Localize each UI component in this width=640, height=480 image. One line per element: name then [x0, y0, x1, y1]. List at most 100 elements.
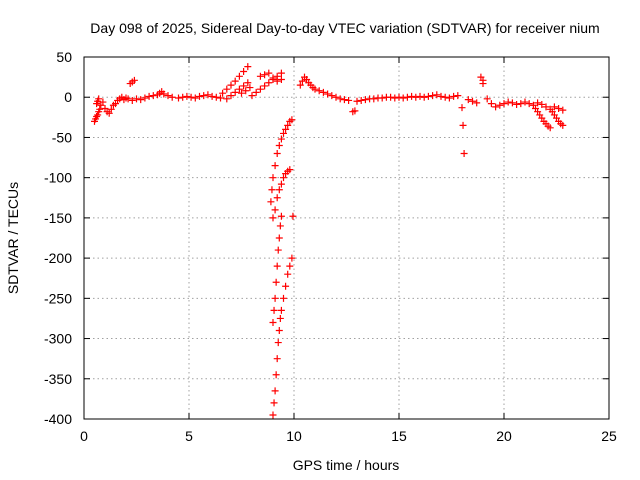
- data-point: [353, 97, 361, 105]
- data-point: [271, 294, 279, 302]
- data-point: [277, 135, 285, 143]
- data-point: [95, 95, 103, 103]
- data-point: [328, 92, 336, 100]
- data-point: [479, 80, 487, 88]
- x-tick-label: 20: [496, 428, 512, 444]
- data-point: [459, 121, 467, 129]
- data-point: [187, 93, 195, 101]
- y-tick-label: 50: [56, 49, 72, 65]
- data-point: [416, 92, 424, 100]
- data-point: [223, 85, 231, 93]
- data-point: [391, 94, 399, 102]
- data-point: [105, 109, 113, 117]
- data-point: [513, 100, 521, 108]
- data-point: [208, 92, 216, 100]
- data-point: [450, 92, 458, 100]
- data-point: [351, 107, 359, 115]
- data-point: [212, 93, 220, 101]
- data-point: [133, 95, 140, 103]
- data-point: [204, 91, 212, 99]
- data-point: [128, 96, 136, 104]
- data-point: [267, 198, 275, 206]
- data-point: [248, 92, 256, 100]
- data-point: [332, 93, 340, 101]
- data-point: [273, 150, 281, 158]
- data-point: [319, 88, 327, 96]
- data-point: [227, 92, 235, 100]
- y-tick-label: -100: [44, 170, 72, 186]
- y-axis-label: SDTVAR / TECUs: [5, 182, 21, 294]
- data-point: [137, 96, 145, 104]
- data-point: [196, 92, 203, 100]
- data-point: [238, 89, 245, 97]
- data-point: [280, 174, 287, 182]
- y-tick-label: -150: [44, 210, 72, 226]
- data-point: [433, 91, 441, 99]
- data-point: [399, 94, 407, 102]
- data-point: [429, 92, 437, 100]
- data-point: [286, 166, 294, 174]
- data-point: [244, 63, 252, 71]
- x-tick-label: 10: [286, 428, 302, 444]
- y-tick-label: -50: [52, 129, 72, 145]
- data-point: [437, 92, 445, 100]
- y-tick-label: -400: [44, 411, 72, 427]
- data-point: [252, 88, 260, 96]
- data-point: [270, 399, 278, 407]
- data-point: [469, 97, 476, 105]
- data-point: [275, 141, 283, 149]
- data-point: [265, 79, 273, 87]
- data-point: [420, 93, 428, 101]
- data-point: [288, 254, 296, 262]
- data-point: [555, 104, 563, 112]
- data-point: [324, 90, 332, 98]
- data-point: [286, 262, 294, 270]
- data-point: [550, 103, 558, 111]
- data-point: [179, 93, 187, 101]
- data-point: [274, 339, 282, 347]
- data-point: [246, 84, 254, 92]
- data-point: [280, 129, 287, 137]
- y-tick-label: 0: [64, 89, 72, 105]
- data-point: [370, 95, 378, 103]
- data-point: [93, 113, 101, 121]
- data-point: [282, 282, 290, 290]
- data-point: [231, 77, 239, 85]
- data-point: [361, 96, 369, 104]
- data-point: [284, 270, 292, 278]
- data-point: [268, 186, 276, 194]
- data-point: [483, 95, 491, 103]
- data-point: [272, 371, 280, 379]
- data-point: [107, 105, 115, 113]
- data-point: [559, 121, 567, 129]
- data-point: [311, 85, 319, 93]
- y-tick-label: -350: [44, 371, 72, 387]
- data-point: [282, 125, 290, 133]
- data-point: [546, 124, 554, 132]
- data-point: [277, 180, 285, 188]
- data-point: [145, 92, 153, 100]
- data-point: [276, 314, 284, 322]
- data-point: [231, 88, 239, 96]
- data-point: [256, 85, 264, 93]
- data-point: [272, 278, 280, 286]
- data-point: [273, 194, 281, 202]
- data-point: [261, 82, 269, 90]
- x-tick-label: 0: [80, 428, 88, 444]
- data-point: [183, 92, 191, 100]
- data-point: [508, 99, 516, 107]
- data-point: [164, 92, 172, 100]
- data-point: [517, 100, 525, 108]
- x-tick-label: 5: [185, 428, 193, 444]
- data-point: [240, 82, 248, 90]
- data-point: [256, 72, 264, 80]
- data-point: [223, 95, 231, 103]
- y-tick-label: -200: [44, 250, 72, 266]
- data-point: [124, 95, 132, 103]
- data-point: [94, 111, 102, 119]
- data-point: [340, 96, 348, 104]
- data-point: [269, 174, 277, 182]
- data-point: [559, 106, 567, 114]
- data-point: [276, 222, 284, 230]
